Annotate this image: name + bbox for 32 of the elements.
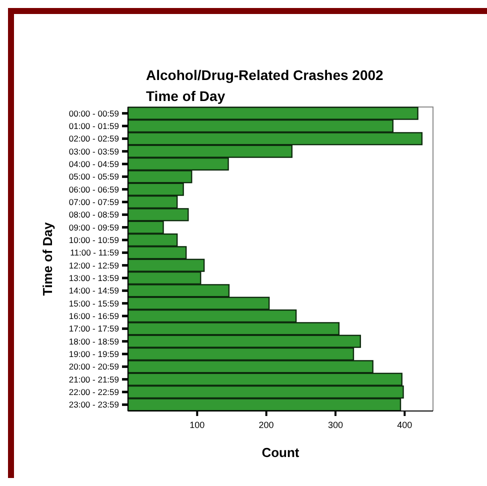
y-tick-label: 10:00 - 10:59 — [68, 235, 120, 245]
y-tick-label: 08:00 - 08:59 — [68, 210, 120, 220]
y-tick-label: 04:00 - 04:59 — [68, 159, 120, 169]
y-axis-title: Time of Day — [40, 222, 55, 296]
x-tick-label: 400 — [397, 420, 412, 430]
y-tick-label: 07:00 - 07:59 — [68, 197, 120, 207]
y-tick-label: 03:00 - 03:59 — [68, 146, 120, 156]
x-tick-label: 200 — [258, 420, 274, 430]
chart-title: Alcohol/Drug-Related Crashes 2002 — [146, 67, 384, 83]
x-tick-label: 100 — [190, 420, 205, 430]
y-tick-label: 12:00 - 12:59 — [68, 260, 120, 270]
y-tick-label: 14:00 - 14:59 — [68, 286, 120, 296]
y-tick-label: 19:00 - 19:59 — [68, 349, 120, 359]
y-tick-label: 02:00 - 02:59 — [68, 134, 120, 144]
y-tick-label: 13:00 - 13:59 — [68, 273, 120, 283]
y-tick-label: 18:00 - 18:59 — [68, 336, 120, 346]
y-tick-label: 06:00 - 06:59 — [68, 184, 120, 194]
y-tick-label: 09:00 - 09:59 — [68, 222, 120, 232]
y-tick-label: 16:00 - 16:59 — [68, 311, 120, 321]
y-tick-label: 00:00 - 00:59 — [68, 108, 120, 118]
y-tick-label: 23:00 - 23:59 — [68, 400, 120, 410]
x-tick-label: 300 — [328, 420, 343, 430]
y-tick-label: 20:00 - 20:59 — [68, 362, 120, 372]
y-tick-label: 22:00 - 22:59 — [68, 387, 120, 397]
x-axis-title: Count — [262, 445, 300, 460]
y-tick-label: 21:00 - 21:59 — [68, 374, 120, 384]
chart-subtitle: Time of Day — [146, 88, 226, 104]
y-tick-label: 05:00 - 05:59 — [68, 172, 120, 182]
y-tick-label: 17:00 - 17:59 — [68, 324, 120, 334]
y-tick-label: 11:00 - 11:59 — [70, 248, 120, 258]
y-tick-label: 01:00 - 01:59 — [68, 121, 120, 131]
y-tick-label: 15:00 - 15:59 — [68, 298, 120, 308]
